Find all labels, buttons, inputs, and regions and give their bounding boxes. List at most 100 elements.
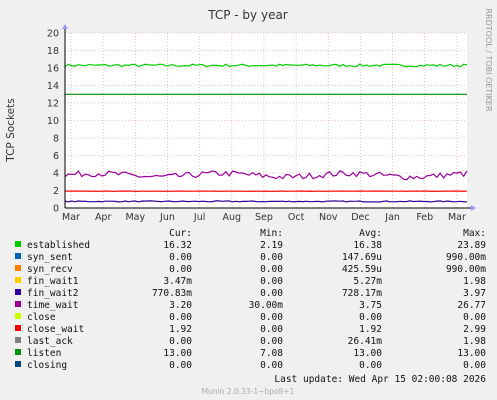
legend-label-syn_sent: syn_sent [27,252,73,263]
legend-swatch-last_ack [15,337,21,343]
legend-value: 0.00 [359,312,382,323]
legend-column-header: Cur: [169,228,192,239]
plot-area: 0 2 4 6 8 10 12 14 16 18 20 Mar Apr May Jun Jul Aug Sep Oc… [47,24,476,223]
legend-value: 7.08 [260,348,283,359]
legend-value: 425.59u [342,264,382,275]
legend-swatch-close [15,313,21,319]
legend-value: 3.75 [359,300,382,311]
x-tick-label: Feb [416,212,433,223]
legend-value: 0.00 [260,252,283,263]
legend-value: 0.00 [463,360,486,371]
y-tick-label: 20 [47,29,59,40]
legend-value: 0.00 [169,252,192,263]
legend-value: 728.17m [342,288,382,299]
y-tick-label: 4 [53,169,59,180]
x-tick-label: Dec [351,212,369,223]
series-line-established [64,63,468,68]
legend-swatch-close_wait [15,325,21,331]
legend-value: 0.00 [260,324,283,335]
x-tick-label: Jan [384,212,400,223]
legend-swatch-closing [15,361,21,367]
legend-swatch-time_wait [15,301,21,307]
legend-value: 13.00 [353,348,382,359]
legend-value: 0.00 [260,288,283,299]
legend-value: 0.00 [260,264,283,275]
legend-value: 3.20 [169,300,192,311]
legend-label-time_wait: time_wait [27,300,78,311]
legend-swatch-established [15,241,21,247]
legend-label-fin_wait2: fin_wait2 [27,288,78,299]
y-tick-label: 18 [47,46,59,57]
legend-value: 16.32 [163,240,192,251]
y-axis-arrow [62,24,68,29]
legend-label-fin_wait1: fin_wait1 [27,276,79,287]
legend-value: 26.41m [348,336,383,347]
legend-value: 0.00 [169,336,192,347]
legend-swatch-fin_wait2 [15,289,21,295]
x-tick-label: Jul [193,212,205,223]
legend-value: 770.83m [152,288,192,299]
legend-value: 23.89 [457,240,486,251]
y-tick-label: 0 [53,204,59,215]
y-tick-label: 2 [53,186,59,197]
legend-column-header: Avg: [359,228,382,239]
x-tick-label: May [125,212,145,223]
legend-value: 1.92 [169,324,192,335]
legend-value: 1.92 [359,324,382,335]
x-tick-label: Mar [62,212,80,223]
legend-column-header: Min: [260,228,283,239]
legend-value: 1.98 [463,276,486,287]
legend-value: 3.47m [163,276,192,287]
x-tick-label: Apr [95,212,112,223]
legend-value: 1.98 [463,336,486,347]
legend-value: 0.00 [169,360,192,371]
legend-value: 26.77 [457,300,486,311]
footer-version: Munin 2.0.33-1~bpo8+1 [202,387,295,396]
legend-swatch-listen [15,349,21,355]
legend-value: 0.00 [260,276,283,287]
x-tick-label: Nov [319,212,338,223]
legend: Cur: Min: Avg: Max: established 16.32 2.19 16.3… [15,228,486,371]
legend-value: 0.00 [260,360,283,371]
x-tick-label: Jun [159,212,175,223]
legend-value: 0.00 [463,312,486,323]
legend-label-close: close [27,312,56,323]
chart-title: TCP - by year [207,8,288,22]
side-label: RRDTOOL / TOBI OETIKER [484,8,493,111]
y-tick-label: 14 [47,81,59,92]
legend-value: 0.00 [260,336,283,347]
series-line-fin_wait2 [64,200,468,203]
y-tick-label: 16 [47,64,59,75]
y-tick-label: 8 [53,134,59,145]
last-update: Last update: Wed Apr 15 02:00:08 2026 [274,374,486,385]
legend-label-close_wait: close_wait [27,324,84,335]
legend-value: 5.27m [353,276,382,287]
y-axis-label: TCP Sockets [5,98,17,162]
x-tick-label: Mar [448,212,466,223]
legend-value: 30.00m [249,300,284,311]
legend-value: 13.00 [163,348,192,359]
x-tick-label: Oct [288,212,305,223]
y-tick-label: 6 [53,151,59,162]
legend-label-syn_recv: syn_recv [27,264,73,275]
legend-value: 0.00 [169,264,192,275]
x-tick-label: Sep [255,212,273,223]
legend-label-closing: closing [27,360,67,371]
legend-value: 13.00 [457,348,486,359]
series-line-time_wait [64,170,468,181]
legend-swatch-syn_recv [15,265,21,271]
legend-value: 0.00 [260,312,283,323]
legend-column-header: Max: [463,228,486,239]
legend-swatch-fin_wait1 [15,277,21,283]
legend-value: 3.97 [463,288,486,299]
legend-value: 0.00 [359,360,382,371]
legend-value: 16.38 [353,240,382,251]
legend-value: 990.00m [446,264,486,275]
legend-value: 0.00 [169,312,192,323]
legend-label-listen: listen [27,348,61,359]
legend-label-last_ack: last_ack [27,336,73,347]
legend-swatch-syn_sent [15,253,21,259]
x-axis-arrow [471,205,476,211]
